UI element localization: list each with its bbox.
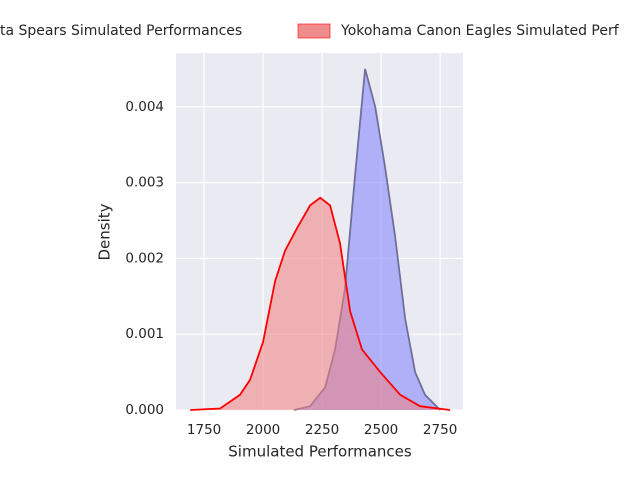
x-tick-label: 2750 bbox=[423, 422, 457, 438]
y-tick-label: 0.003 bbox=[125, 175, 164, 191]
density-line bbox=[190, 196, 451, 411]
legend-label: ta Spears Simulated Performances bbox=[0, 23, 242, 39]
legend-swatch bbox=[297, 23, 331, 39]
y-tick-label: 0.004 bbox=[125, 99, 164, 115]
density-area bbox=[190, 197, 451, 410]
y-tick-label: 0.000 bbox=[125, 402, 164, 418]
y-axis-label: Density bbox=[96, 203, 114, 260]
y-tick-label: 0.002 bbox=[125, 250, 164, 266]
x-tick-label: 2250 bbox=[305, 422, 339, 438]
x-axis-label: Simulated Performances bbox=[228, 443, 412, 461]
x-tick-label: 1750 bbox=[187, 422, 221, 438]
x-tick-label: 2500 bbox=[364, 422, 398, 438]
x-tick-label: 2000 bbox=[246, 422, 280, 438]
density-area bbox=[294, 68, 441, 411]
y-tick-label: 0.001 bbox=[125, 326, 164, 342]
legend-label: Yokohama Canon Eagles Simulated Perf bbox=[340, 23, 620, 39]
